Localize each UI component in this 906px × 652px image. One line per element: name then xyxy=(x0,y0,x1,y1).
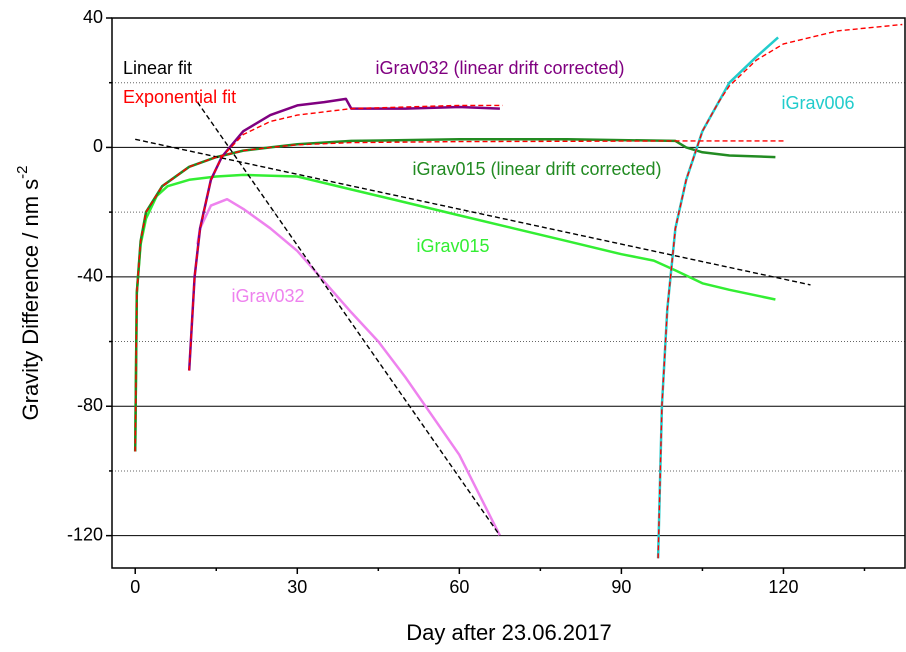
x-axis-title: Day after 23.06.2017 xyxy=(406,620,611,645)
x-tick-label: 60 xyxy=(449,577,469,597)
x-tick-label: 30 xyxy=(287,577,307,597)
fit-line xyxy=(135,138,811,286)
y-axis-title-main: Gravity Difference / nm s xyxy=(18,179,43,421)
series-label: iGrav032 xyxy=(231,286,304,306)
x-tick-label: 90 xyxy=(611,577,631,597)
x-tick-label: 0 xyxy=(130,577,140,597)
y-axis-title: Gravity Difference / nm s-2 xyxy=(14,165,43,420)
series-line xyxy=(196,197,502,537)
fit-line xyxy=(196,101,501,537)
y-tick-label: -120 xyxy=(67,524,103,544)
series-line xyxy=(133,173,776,452)
y-tick-label: 0 xyxy=(93,136,103,156)
legend-label: Exponential fit xyxy=(123,87,236,107)
y-tick-label: -80 xyxy=(77,395,103,415)
series-line xyxy=(187,97,500,371)
series-label: iGrav015 xyxy=(416,236,489,256)
x-tick-label: 120 xyxy=(768,577,798,597)
y-tick-label: -40 xyxy=(77,266,103,286)
series-label: iGrav032 (linear drift corrected) xyxy=(375,58,624,78)
legend-label: Linear fit xyxy=(123,58,192,78)
fit-line xyxy=(657,23,903,559)
fit-line xyxy=(134,140,784,452)
series-label: iGrav015 (linear drift corrected) xyxy=(412,159,661,179)
series-line xyxy=(656,36,779,559)
y-axis-title-sup: -2 xyxy=(14,165,31,178)
plot-frame xyxy=(111,17,906,569)
y-tick-label: 40 xyxy=(83,7,103,27)
series-label: iGrav006 xyxy=(781,93,854,113)
